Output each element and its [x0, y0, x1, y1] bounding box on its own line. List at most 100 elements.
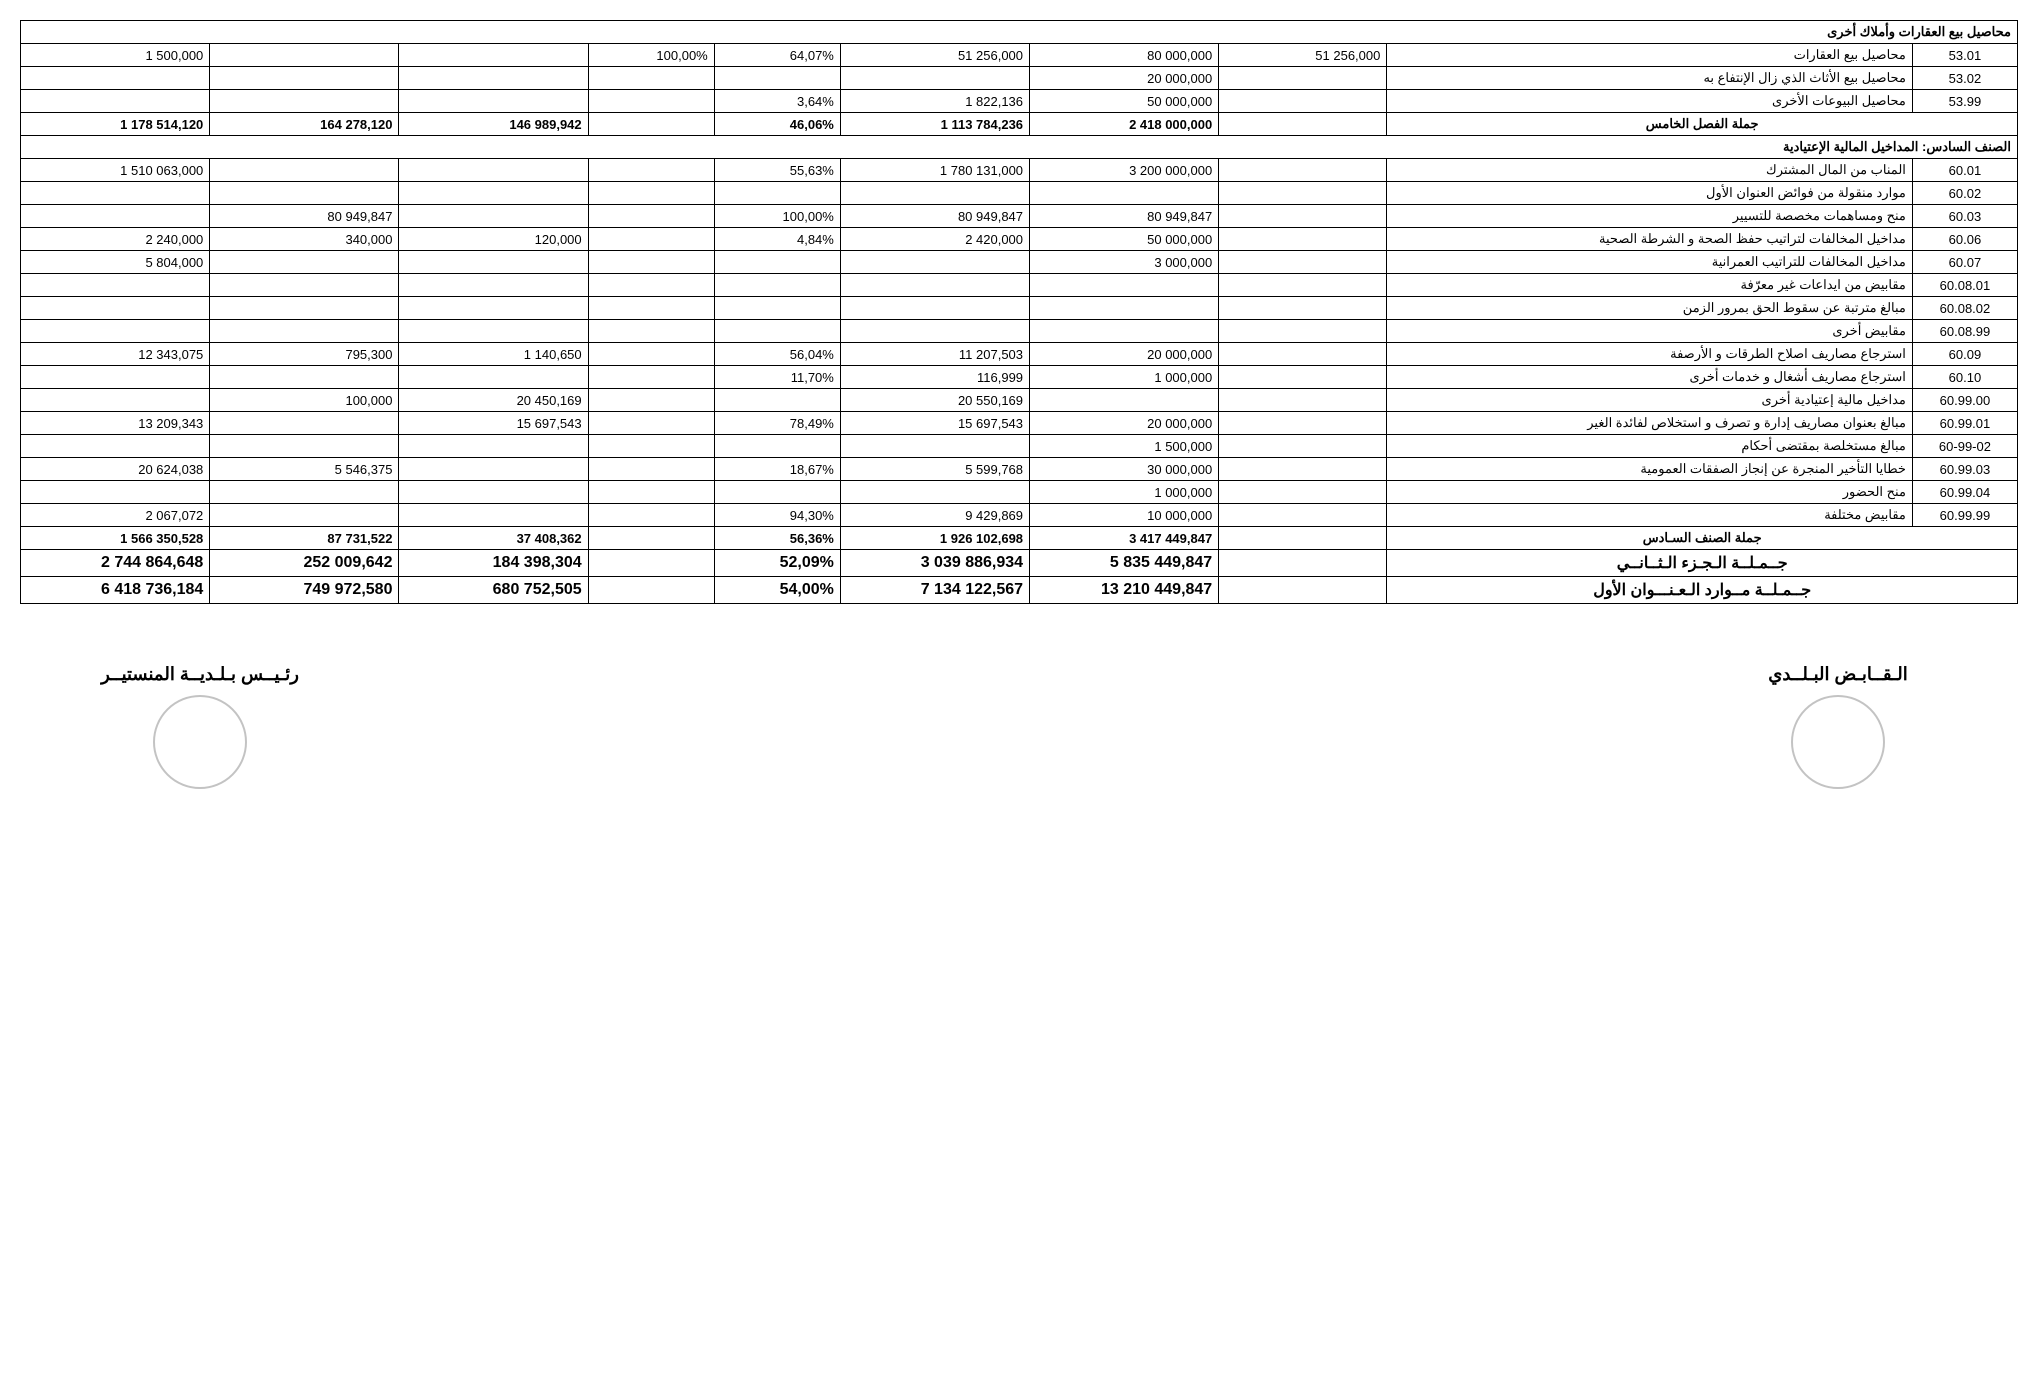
table-cell: استرجاع مصاريف أشغال و خدمات أخرى — [1387, 366, 1913, 389]
table-cell — [714, 389, 840, 412]
table-cell — [1219, 159, 1387, 182]
table-row: 60.01المناب من المال المشترك3 200 000,00… — [21, 159, 2018, 182]
table-cell — [588, 481, 714, 504]
table-cell: 51 256,000 — [840, 44, 1029, 67]
total3-c8: 184 398,304 — [399, 550, 588, 577]
table-cell — [1219, 67, 1387, 90]
table-cell — [21, 320, 210, 343]
total4-c7 — [588, 577, 714, 604]
table-cell: 20 000,000 — [1030, 67, 1219, 90]
table-row: 60.09استرجاع مصاريف اصلاح الطرقات و الأر… — [21, 343, 2018, 366]
signature-right: الـقــابـض البـلــدي — [1738, 664, 1938, 799]
table-cell — [840, 182, 1029, 205]
total1-label: جملة الفصل الخامس — [1387, 113, 2018, 136]
total4-c5: 7 134 122,567 — [840, 577, 1029, 604]
table-cell — [588, 297, 714, 320]
table-cell — [840, 297, 1029, 320]
total2-c4: 3 417 449,847 — [1030, 527, 1219, 550]
table-cell — [21, 389, 210, 412]
table-cell — [588, 90, 714, 113]
total-row-title-1: جــمـلــة مــوارد الـعـنـــوان الأول 13 … — [21, 577, 2018, 604]
table-cell: مقابيض مختلفة — [1387, 504, 1913, 527]
total1-c8: 146 989,942 — [399, 113, 588, 136]
table-cell — [210, 90, 399, 113]
table-cell: 60.03 — [1912, 205, 2017, 228]
table-cell: 10 000,000 — [1030, 504, 1219, 527]
table-cell — [399, 458, 588, 481]
total2-c10: 1 566 350,528 — [21, 527, 210, 550]
table-cell: 60.99.01 — [1912, 412, 2017, 435]
total4-c4: 13 210 449,847 — [1030, 577, 1219, 604]
table-cell — [399, 90, 588, 113]
table-row: 60.99.00مداخيل مالية إعتيادية أخرى20 550… — [21, 389, 2018, 412]
table-cell: 3 200 000,000 — [1030, 159, 1219, 182]
table-cell — [399, 67, 588, 90]
table-cell — [399, 297, 588, 320]
stamp-icon — [1791, 695, 1885, 789]
table-cell — [714, 67, 840, 90]
table-cell — [210, 412, 399, 435]
table-cell: 3 000,000 — [1030, 251, 1219, 274]
table-cell: 15 697,543 — [840, 412, 1029, 435]
table-cell — [1219, 297, 1387, 320]
table-cell — [714, 274, 840, 297]
table-cell — [588, 412, 714, 435]
table-cell: 80 000,000 — [1030, 44, 1219, 67]
table-cell — [588, 458, 714, 481]
table-cell: مقابيض أخرى — [1387, 320, 1913, 343]
table-cell — [1219, 366, 1387, 389]
table-cell: 60.10 — [1912, 366, 2017, 389]
table-cell — [714, 435, 840, 458]
table-cell — [1219, 389, 1387, 412]
table-cell — [588, 182, 714, 205]
table-cell — [21, 481, 210, 504]
table-cell: مداخيل مالية إعتيادية أخرى — [1387, 389, 1913, 412]
total2-c8: 37 408,362 — [399, 527, 588, 550]
table-row: 60.08.01مقابيض من ايداعات غير معرّفة — [21, 274, 2018, 297]
signatures-block: الـقــابـض البـلــدي رئـيــس بـلـديــة ا… — [20, 664, 2018, 799]
table-cell: محاصيل بيع الأثاث الذي زال الإنتفاع به — [1387, 67, 1913, 90]
table-cell: 116,999 — [840, 366, 1029, 389]
table-cell: المناب من المال المشترك — [1387, 159, 1913, 182]
table-cell: 80 949,847 — [840, 205, 1029, 228]
section-1-title: محاصيل بيع العقارات وأملاك أخرى — [21, 21, 2018, 44]
table-cell — [1219, 205, 1387, 228]
table-cell: 1 500,000 — [21, 44, 210, 67]
total1-c5: 1 113 784,236 — [840, 113, 1029, 136]
table-cell: 60.08.99 — [1912, 320, 2017, 343]
table-cell: محاصيل بيع العقارات — [1387, 44, 1913, 67]
table-cell — [210, 366, 399, 389]
table-cell — [21, 182, 210, 205]
table-cell — [399, 251, 588, 274]
table-cell — [1219, 320, 1387, 343]
table-cell: 78,49% — [714, 412, 840, 435]
table-cell: موارد منقولة من فوائض العنوان الأول — [1387, 182, 1913, 205]
table-cell: 60-99-02 — [1912, 435, 2017, 458]
table-cell — [714, 251, 840, 274]
table-cell: 53.99 — [1912, 90, 2017, 113]
table-cell — [399, 504, 588, 527]
table-cell: 60.08.01 — [1912, 274, 2017, 297]
table-cell — [399, 44, 588, 67]
table-row: 60.99.01مبالغ بعنوان مصاريف إدارة و تصرف… — [21, 412, 2018, 435]
table-cell: 18,67% — [714, 458, 840, 481]
table-cell — [210, 297, 399, 320]
table-cell: 120,000 — [399, 228, 588, 251]
table-row: 60.03منح ومساهمات مخصصة للتسيير80 949,84… — [21, 205, 2018, 228]
table-cell — [588, 366, 714, 389]
table-cell — [840, 274, 1029, 297]
table-cell — [1219, 274, 1387, 297]
table-cell: 55,63% — [714, 159, 840, 182]
table-cell: 20 450,169 — [399, 389, 588, 412]
table-cell: 60.09 — [1912, 343, 2017, 366]
table-cell — [21, 297, 210, 320]
table-cell: 53.02 — [1912, 67, 2017, 90]
table-cell — [1030, 297, 1219, 320]
table-cell: 100,000 — [210, 389, 399, 412]
table-cell: 4,84% — [714, 228, 840, 251]
table-row: 53.99محاصيل البيوعات الأخرى50 000,0001 8… — [21, 90, 2018, 113]
table-cell: 340,000 — [210, 228, 399, 251]
table-row: 53.01محاصيل بيع العقارات51 256,00080 000… — [21, 44, 2018, 67]
total1-c7 — [588, 113, 714, 136]
table-cell: 20 624,038 — [21, 458, 210, 481]
